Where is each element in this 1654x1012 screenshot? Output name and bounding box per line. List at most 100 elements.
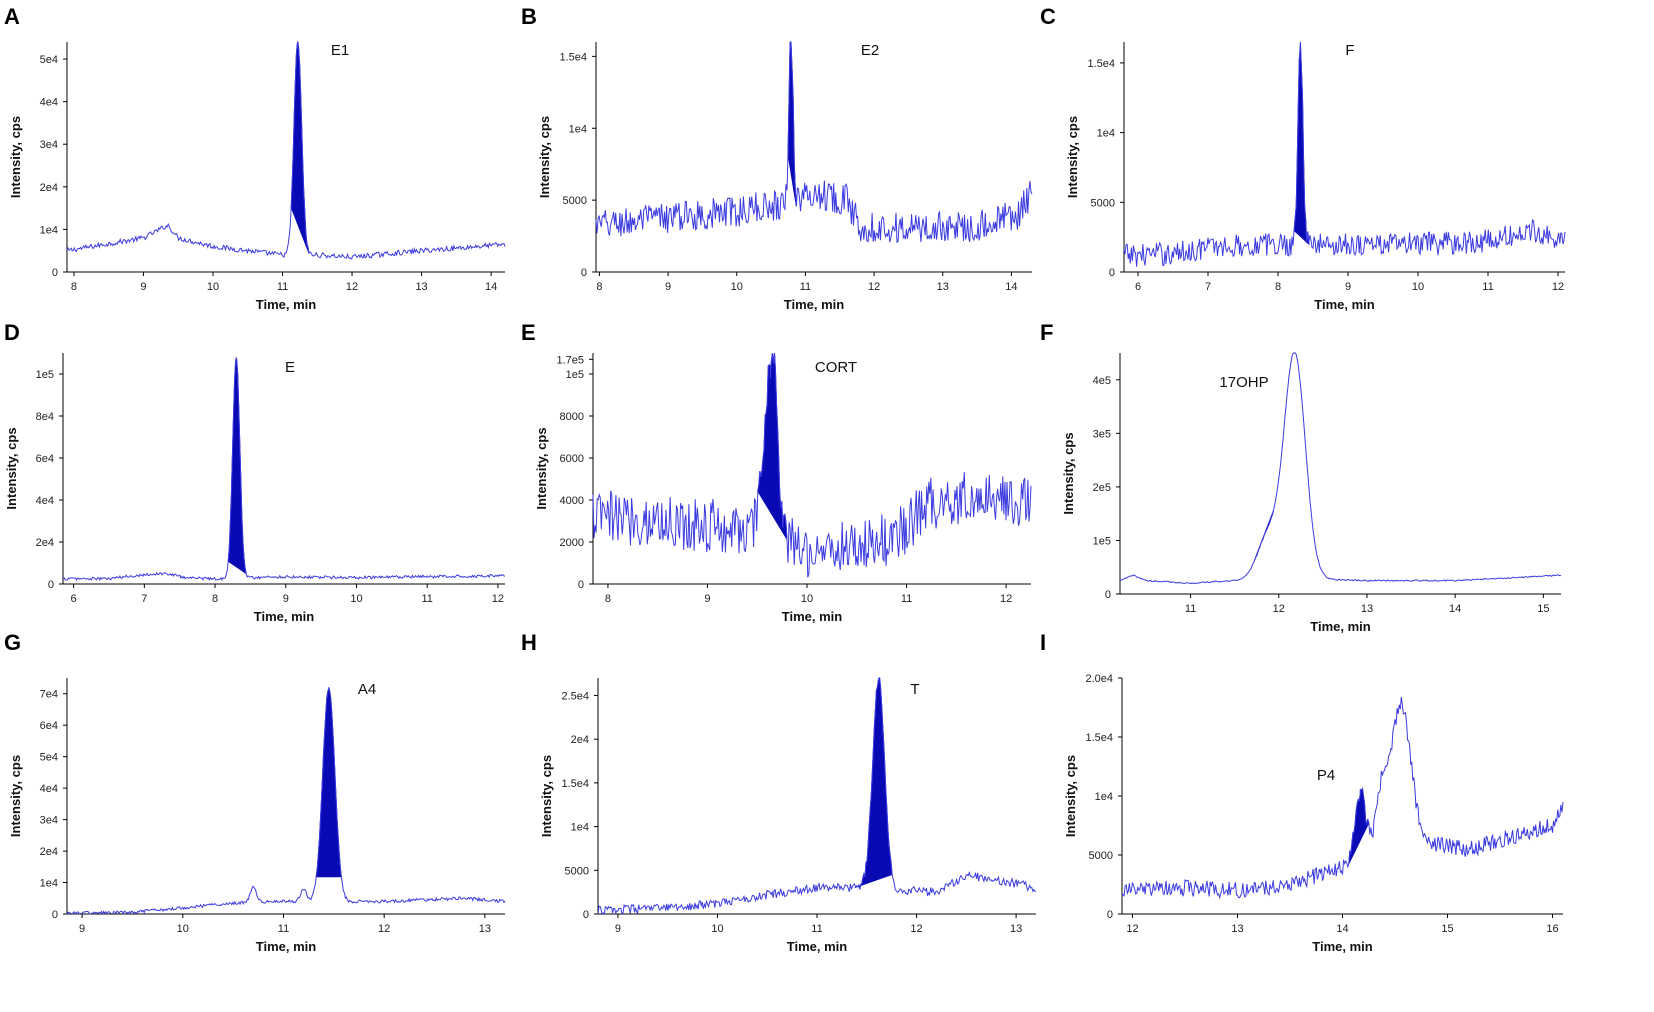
y-tick-label: 1e4 (40, 878, 58, 890)
y-tick-label: 1e4 (40, 224, 58, 236)
x-tick-label: 16 (1546, 923, 1558, 935)
y-axis-title: Intensity, cps (537, 116, 552, 198)
integrated-peak-area (854, 677, 893, 890)
chromatogram-trace (1119, 352, 1561, 585)
y-tick-label: 1e5 (566, 369, 584, 381)
y-tick-label: 5e4 (40, 752, 58, 764)
x-tick-label: 9 (665, 281, 671, 293)
x-tick-label: 14 (1005, 281, 1017, 293)
x-axis-title: Time, min (787, 939, 848, 954)
y-tick-label: 0 (578, 579, 584, 591)
y-tick-label: 4e5 (1093, 375, 1111, 387)
y-tick-label: 0 (52, 909, 58, 921)
y-tick-label: 0 (1105, 589, 1111, 601)
chromatogram-trace (1121, 696, 1564, 900)
y-tick-label: 1e4 (1097, 128, 1115, 140)
y-tick-label: 0 (1109, 267, 1115, 279)
y-tick-label: 1.5e4 (561, 778, 589, 790)
y-tick-label: 1.7e5 (556, 354, 584, 366)
chromatogram-trace (1123, 41, 1566, 267)
x-tick-label: 11 (421, 593, 432, 605)
x-tick-label: 11 (811, 923, 822, 935)
panel-letter: A (4, 4, 20, 29)
x-tick-label: 10 (207, 281, 219, 293)
y-axis-title: Intensity, cps (8, 755, 23, 837)
x-tick-label: 9 (140, 281, 146, 293)
y-tick-label: 5e4 (40, 54, 58, 66)
x-axis-title: Time, min (1310, 619, 1371, 634)
panel-a: A 8 9 10 11 12 13 14 0 1e4 2e4 3e4 4e4 5e4 Time, min In… (4, 4, 506, 312)
y-tick-label: 5000 (1091, 197, 1115, 209)
panel-letter: C (1040, 4, 1056, 29)
x-tick-label: 11 (1482, 281, 1493, 293)
panel-e: E 8 9 10 11 12 0 2000 4000 6000 8000 1e5 1.7e5 Time, … (521, 320, 1032, 624)
x-axis-title: Time, min (1314, 297, 1375, 312)
panel-f: F 11 12 13 14 15 0 1e5 2e5 3e5 4e5 Time, min Intensi… (1040, 320, 1561, 634)
x-tick-label: 12 (1126, 923, 1138, 935)
y-tick-label: 1.5e4 (559, 51, 587, 63)
y-axis-title: Intensity, cps (1063, 755, 1078, 837)
panel-letter: E (521, 320, 536, 345)
y-tick-label: 1e5 (36, 369, 54, 381)
x-tick-label: 10 (801, 593, 813, 605)
panel-g: G 9 10 11 12 13 0 1e4 2e4 3e4 4e4 5e4 6e4 7e4 Time, mi… (4, 630, 506, 954)
x-tick-label: 10 (350, 593, 362, 605)
y-tick-label: 2e4 (36, 537, 54, 549)
analyte-label: T (910, 681, 919, 698)
x-tick-label: 11 (1185, 603, 1196, 615)
y-tick-label: 3e5 (1093, 428, 1111, 440)
x-axis-title: Time, min (784, 297, 845, 312)
y-tick-label: 3e4 (40, 139, 58, 151)
panel-letter: G (4, 630, 21, 655)
x-tick-label: 8 (596, 281, 602, 293)
y-tick-label: 0 (581, 267, 587, 279)
x-tick-label: 6 (71, 593, 77, 605)
chromatogram-trace (66, 687, 506, 915)
panel-c: C 6 7 8 9 10 11 12 0 5000 1e4 1.5e4 Time, min Intensi… (1040, 4, 1566, 312)
chromatogram-trace (63, 357, 506, 582)
x-tick-label: 11 (278, 923, 289, 935)
y-tick-label: 2000 (560, 537, 584, 549)
x-tick-label: 8 (71, 281, 77, 293)
analyte-label: E1 (331, 42, 349, 59)
x-tick-label: 12 (1000, 593, 1012, 605)
x-tick-label: 11 (800, 281, 811, 293)
x-tick-label: 13 (415, 281, 427, 293)
x-tick-label: 13 (1010, 923, 1022, 935)
x-tick-label: 13 (1231, 923, 1243, 935)
x-tick-label: 12 (378, 923, 390, 935)
analyte-label: E (285, 359, 295, 376)
x-tick-label: 13 (479, 923, 491, 935)
y-tick-label: 0 (52, 267, 58, 279)
y-axis-title: Intensity, cps (4, 427, 19, 509)
x-tick-label: 6 (1135, 281, 1141, 293)
x-tick-label: 11 (277, 281, 288, 293)
analyte-label: 17OHP (1219, 374, 1268, 391)
panel-d: D 6 7 8 9 10 11 12 0 2e4 4e4 6e4 8e4 1e5 Time, min Inte… (4, 320, 506, 624)
y-tick-label: 0 (48, 579, 54, 591)
y-tick-label: 1e4 (571, 822, 589, 834)
x-axis-title: Time, min (254, 609, 315, 624)
y-tick-label: 2e4 (40, 846, 58, 858)
y-tick-label: 1e4 (1095, 791, 1113, 803)
analyte-label: CORT (815, 359, 857, 376)
panel-i: I 12 13 14 15 16 0 5000 1e4 1.5e4 2.0e4 Time, min In… (1040, 630, 1564, 954)
y-axis-title: Intensity, cps (534, 427, 549, 509)
x-tick-label: 9 (615, 923, 621, 935)
x-tick-label: 13 (937, 281, 949, 293)
panel-b: B 8 9 10 11 12 13 14 0 5000 1e4 1.5e4 Time, min Inten… (521, 4, 1033, 312)
chromatogram-trace (595, 41, 1033, 244)
y-tick-label: 0 (1107, 909, 1113, 921)
y-tick-label: 4000 (560, 495, 584, 507)
x-tick-label: 15 (1441, 923, 1453, 935)
analyte-label: P4 (1317, 767, 1335, 784)
x-tick-label: 10 (177, 923, 189, 935)
x-axis-title: Time, min (782, 609, 843, 624)
x-tick-label: 15 (1537, 603, 1549, 615)
x-tick-label: 10 (711, 923, 723, 935)
y-tick-label: 7e4 (40, 689, 58, 701)
y-axis-title: Intensity, cps (1061, 432, 1076, 514)
y-tick-label: 6e4 (36, 453, 54, 465)
y-tick-label: 8000 (560, 411, 584, 423)
